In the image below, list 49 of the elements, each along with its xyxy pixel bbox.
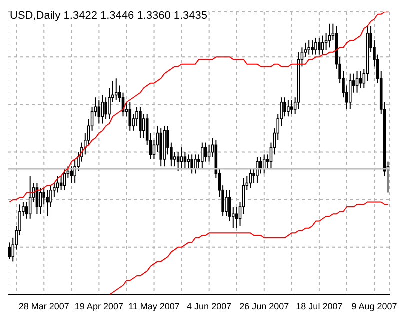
candlestick — [201, 142, 204, 170]
candlestick — [28, 176, 32, 220]
x-tick-label: 11 May 2007 — [128, 301, 180, 312]
x-tick-label: 9 Aug 2007 — [352, 301, 398, 312]
candlestick — [104, 97, 108, 120]
candlestick — [314, 38, 318, 56]
candlestick — [98, 99, 101, 124]
x-tick-label: 19 Apr 2007 — [74, 301, 124, 312]
candlestick — [187, 154, 190, 170]
candlestick — [256, 156, 259, 184]
candlestick — [311, 40, 314, 56]
candlestick — [114, 78, 118, 100]
candlestick — [225, 190, 228, 218]
candlestick — [60, 176, 63, 191]
candlestick — [290, 99, 294, 115]
candlestick — [204, 142, 208, 162]
candlestick — [262, 154, 266, 174]
candlestick — [318, 38, 321, 56]
candlestick — [304, 42, 308, 58]
candlestick — [308, 40, 310, 56]
candlestick — [46, 190, 49, 218]
candlestick — [348, 73, 352, 110]
candlestick — [328, 23, 332, 48]
candlestick — [139, 106, 142, 139]
x-tick-label: 18 Jul 2007 — [296, 301, 343, 312]
candlestick — [235, 206, 238, 229]
candlestick — [190, 154, 194, 174]
candlestick — [260, 156, 262, 174]
candlestick — [70, 166, 74, 184]
candlestick — [284, 97, 286, 118]
candlestick — [359, 70, 362, 89]
x-tick-label: 28 Mar 2007 — [18, 301, 70, 312]
candlestick — [39, 187, 42, 215]
candlestick — [128, 102, 132, 132]
candlestick — [142, 114, 146, 139]
candlestick — [194, 154, 197, 174]
candlestick — [180, 147, 184, 170]
candlestick — [287, 99, 290, 118]
candlestick — [356, 70, 359, 94]
chart-title: USD,Daily 1.3422 1.3446 1.3360 1.3435 — [10, 10, 208, 22]
x-tick-label: 26 Jun 2007 — [240, 301, 290, 312]
candlestick — [321, 35, 324, 56]
candlestick — [101, 94, 104, 124]
candlestick — [249, 168, 252, 188]
candlestick — [176, 152, 180, 172]
x-tick-label: 4 Jun 2007 — [187, 301, 232, 312]
candlestick — [184, 152, 187, 170]
candlestick — [8, 242, 12, 260]
candlestick — [56, 176, 60, 194]
